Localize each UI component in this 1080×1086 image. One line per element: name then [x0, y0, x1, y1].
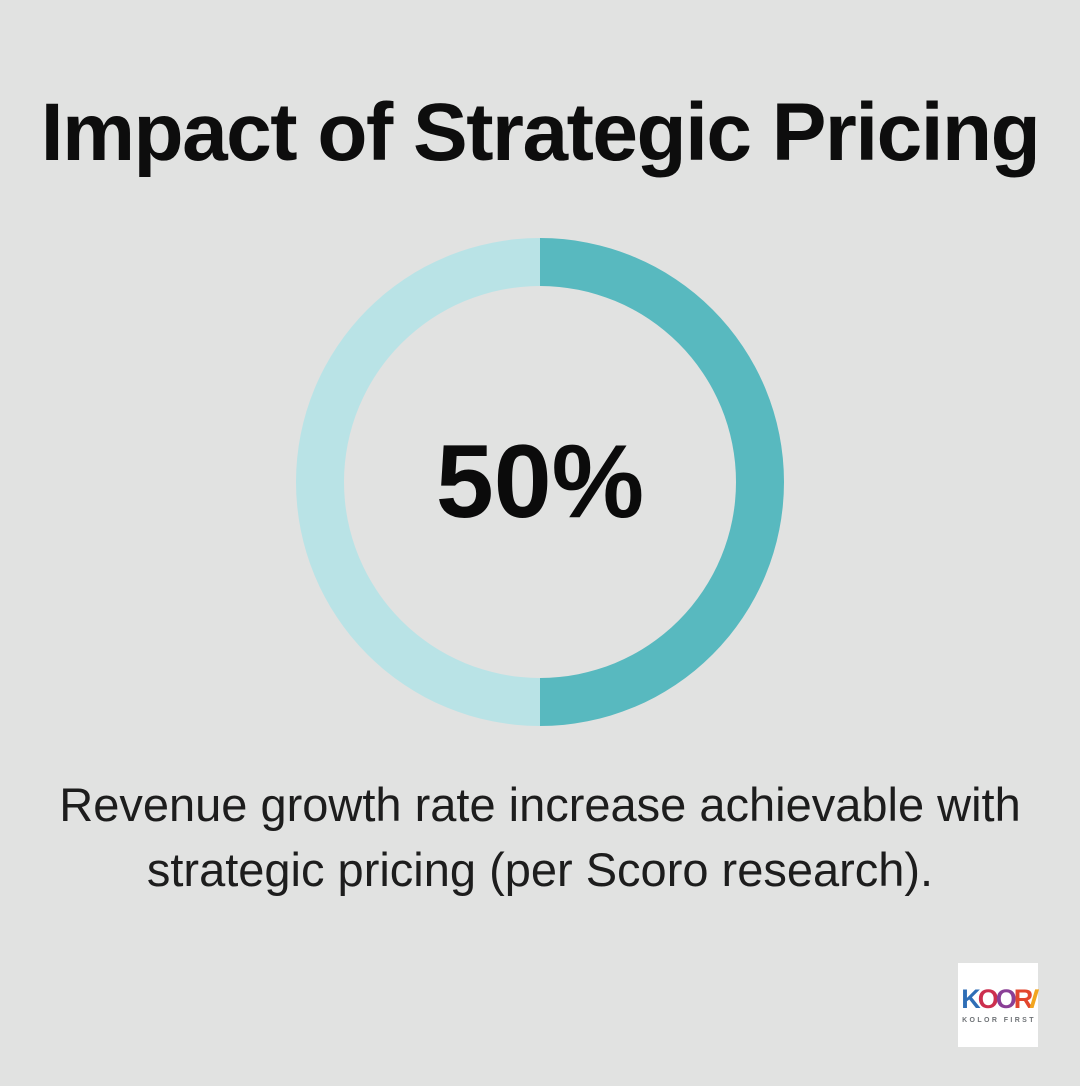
brand-logo-wordmark: KOORI: [961, 984, 1037, 1014]
caption: Revenue growth rate increase achievable …: [0, 772, 1080, 902]
caption-line-1: Revenue growth rate increase achievable …: [59, 778, 1021, 831]
donut-hole: 50%: [344, 286, 736, 678]
brand-letter-r: R: [1013, 984, 1033, 1014]
brand-letter-o: O: [977, 984, 999, 1014]
brand-logo: KOORI KOLOR FIRST: [958, 963, 1038, 1047]
brand-letter-k: K: [961, 984, 980, 1014]
brand-letter-o: O: [995, 984, 1017, 1014]
donut-center-value: 50%: [435, 423, 645, 540]
caption-line-2: strategic pricing (per Scoro research).: [146, 843, 934, 896]
brand-letter-i: I: [1028, 984, 1037, 1014]
brand-logo-tagline: KOLOR FIRST: [962, 1017, 1036, 1024]
page-title: Impact of Strategic Pricing: [40, 87, 1041, 178]
